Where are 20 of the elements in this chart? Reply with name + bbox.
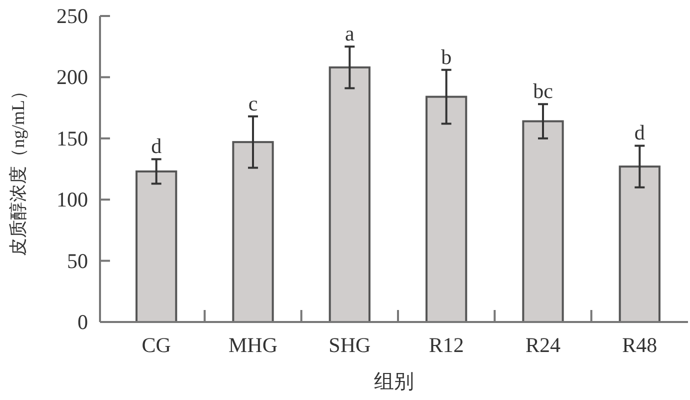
annotation: bc <box>533 79 553 104</box>
x-tick-label: R24 <box>525 333 561 357</box>
annotation: a <box>345 22 356 46</box>
y-tick-label: 0 <box>78 310 88 334</box>
annotation: c <box>248 91 258 116</box>
y-tick-label: 200 <box>56 65 88 90</box>
x-tick-label: R48 <box>622 333 658 357</box>
x-tick-label: R12 <box>428 333 464 357</box>
y-tick-label: 250 <box>56 4 88 28</box>
x-tick-label: SHG <box>328 333 371 357</box>
y-tick-label: 150 <box>56 126 88 150</box>
annotation: b <box>441 44 452 69</box>
y-axis-title: 皮质醇浓度（ng/mL） <box>8 82 28 256</box>
x-tick-label: MHG <box>228 333 278 357</box>
annotation: d <box>634 120 646 145</box>
x-axis-title: 组别 <box>374 371 414 393</box>
y-tick-label: 50 <box>67 248 88 273</box>
annotation: d <box>151 134 162 158</box>
x-tick-label: CG <box>142 333 171 357</box>
y-tick-label: 100 <box>56 188 88 212</box>
